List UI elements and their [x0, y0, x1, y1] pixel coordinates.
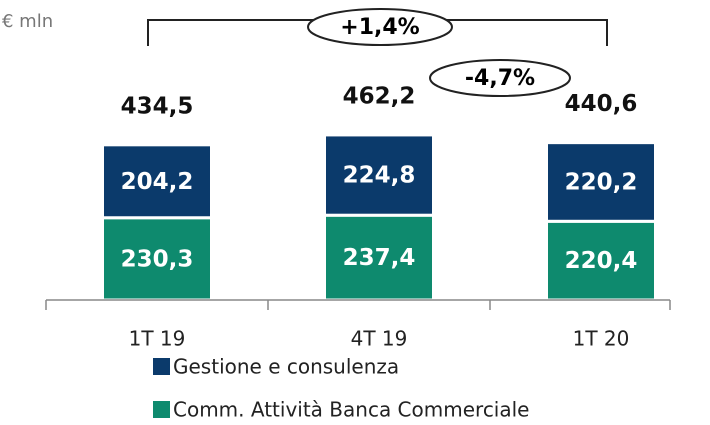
- annotation-bubble: [307, 8, 453, 46]
- x-tick-label: 1T 20: [573, 327, 630, 351]
- total-label: 434,5: [121, 93, 194, 119]
- unit-label: € mln: [2, 11, 53, 32]
- data-label: 224,8: [343, 163, 416, 189]
- data-label: 220,2: [565, 169, 638, 195]
- bar-segment: [323, 213, 435, 302]
- data-label: 204,2: [121, 169, 194, 195]
- data-label: 220,4: [565, 248, 638, 274]
- x-tick-label: 4T 19: [351, 327, 408, 351]
- bar-segment: [323, 133, 435, 217]
- annotation: +1,4%: [340, 15, 419, 40]
- total-label: 440,6: [565, 91, 638, 117]
- annotation: -4,7%: [465, 66, 535, 91]
- legend-label: Comm. Attività Banca Commerciale: [173, 398, 529, 422]
- legend-swatch: [153, 358, 170, 375]
- data-label: 237,4: [343, 245, 416, 271]
- annotation-bubble: [429, 59, 571, 97]
- x-tick-label: 1T 19: [129, 327, 186, 351]
- data-label: 230,3: [121, 246, 194, 272]
- bar-segment: [545, 219, 657, 302]
- bar-segment: [101, 143, 213, 220]
- legend-label: Gestione e consulenza: [173, 355, 399, 379]
- legend-swatch: [153, 401, 170, 418]
- total-label: 462,2: [343, 83, 416, 109]
- bar-segment: [545, 141, 657, 223]
